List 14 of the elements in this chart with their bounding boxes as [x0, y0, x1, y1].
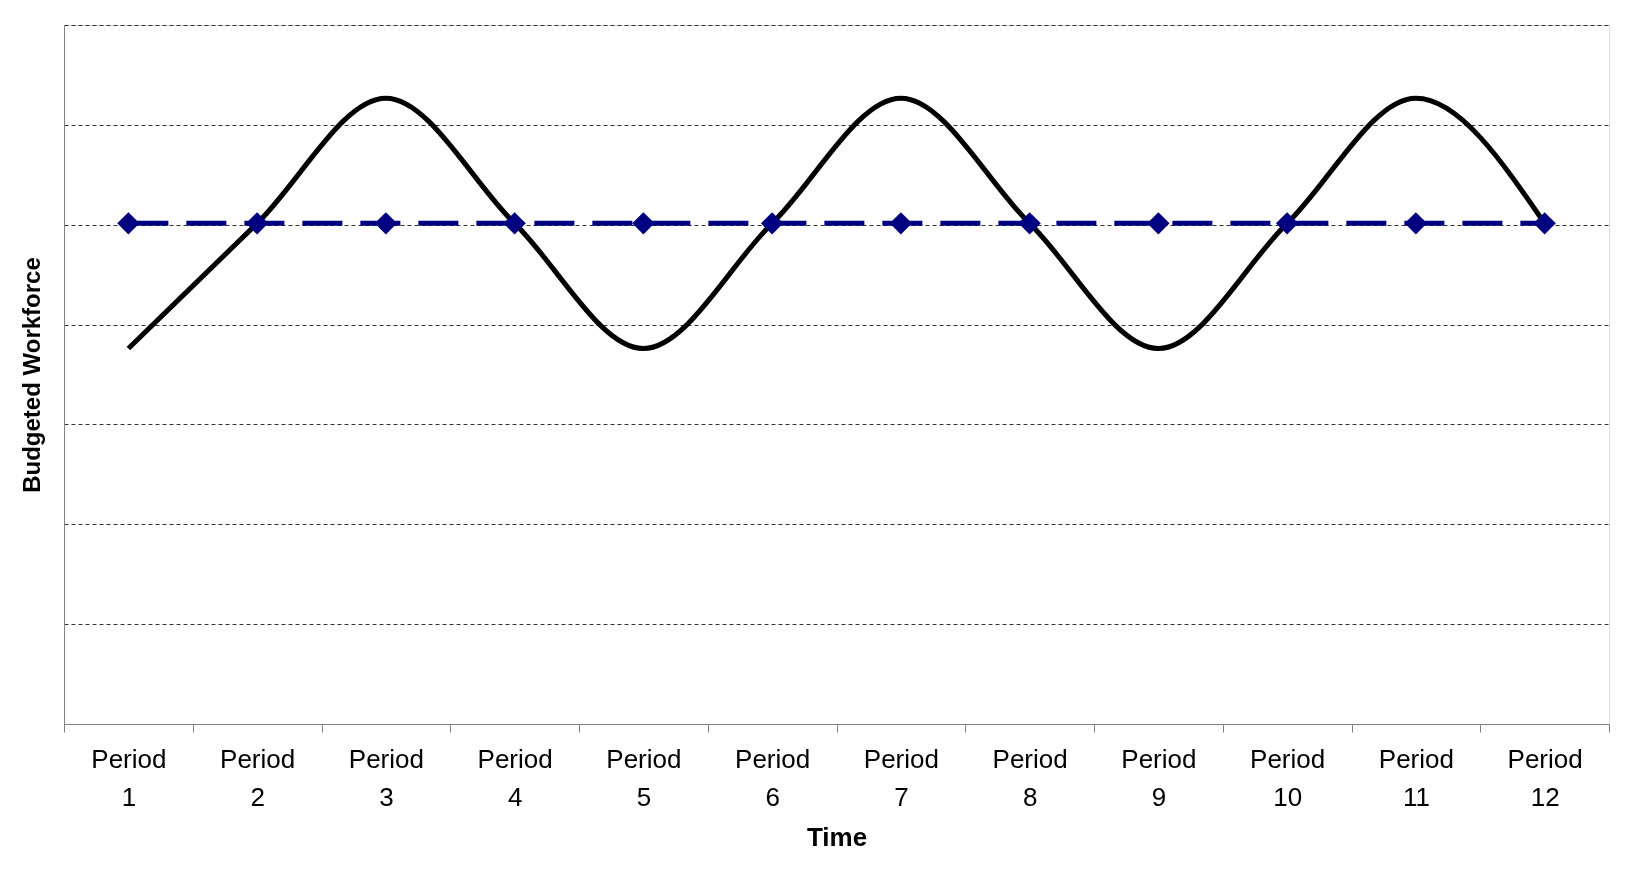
x-tick-label: Period 6	[735, 743, 811, 812]
x-axis-title: Time	[806, 821, 868, 852]
x-tick-label: Period 5	[606, 743, 682, 812]
x-tick-label: Period 3	[348, 743, 424, 812]
x-tick-label: Period 10	[1250, 743, 1326, 812]
x-tick-label: Period 4	[477, 743, 553, 812]
x-tick-label: Period 7	[863, 743, 939, 812]
x-tick-label: Period 9	[1121, 743, 1197, 812]
x-tick-label: Period 12	[1507, 743, 1583, 812]
x-tick-label: Period 11	[1378, 743, 1454, 812]
x-tick-label: Period 2	[220, 743, 296, 812]
x-tick-label: Period 8	[992, 743, 1068, 812]
x-tick-label: Period 1	[91, 743, 167, 812]
y-axis-title: Budgeted Workforce	[17, 257, 45, 493]
